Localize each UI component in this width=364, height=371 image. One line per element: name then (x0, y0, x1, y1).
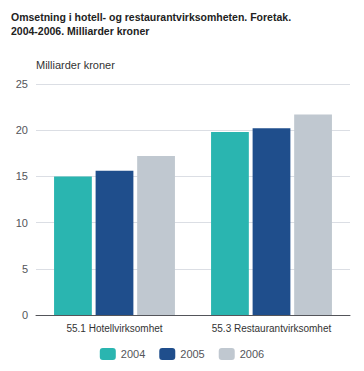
svg-text:Omsetning i hotell- og restaur: Omsetning i hotell- og restaurantvirksom… (11, 11, 291, 23)
svg-text:5: 5 (22, 263, 28, 275)
svg-text:55.3 Restaurantvirksomhet: 55.3 Restaurantvirksomhet (212, 323, 332, 334)
svg-text:55.1 Hotellvirksomhet: 55.1 Hotellvirksomhet (66, 323, 162, 334)
svg-text:2005: 2005 (180, 348, 204, 360)
svg-text:2006: 2006 (240, 348, 264, 360)
svg-text:15: 15 (16, 170, 28, 182)
svg-text:20: 20 (16, 124, 28, 136)
svg-text:2004-2006. Milliarder kroner: 2004-2006. Milliarder kroner (11, 25, 149, 37)
svg-text:25: 25 (16, 78, 28, 90)
svg-text:2004: 2004 (121, 348, 145, 360)
svg-text:0: 0 (22, 309, 28, 321)
svg-text:Milliarder kroner: Milliarder kroner (36, 59, 115, 71)
svg-text:10: 10 (16, 217, 28, 229)
